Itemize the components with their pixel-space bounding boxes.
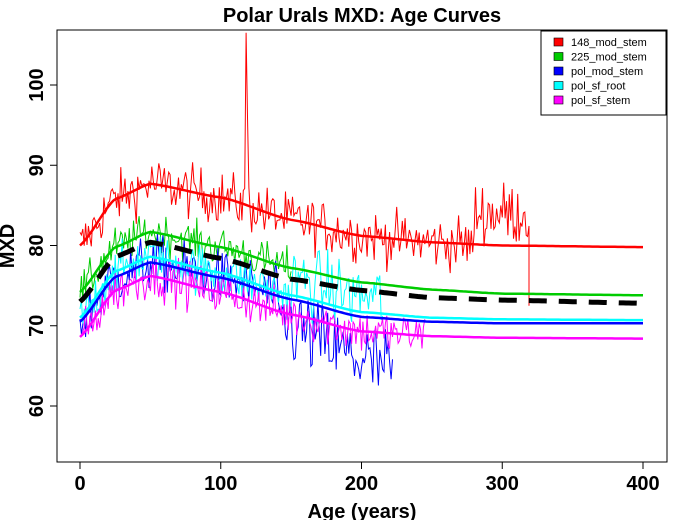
x-tick-label: 300 [486, 473, 519, 495]
legend-swatch [553, 52, 564, 61]
legend: 148_mod_stem 225_mod_stem pol_mod_stem pol_… [540, 30, 667, 116]
raw-series-148_mod_stem [79, 32, 530, 306]
curve-pol_sf_stem-curve [79, 274, 643, 340]
legend-label: 225_mod_stem [571, 52, 647, 64]
y-tick-label: 60 [26, 395, 48, 417]
legend-swatch [553, 66, 564, 76]
curve-pol_mod_stem-curve [79, 261, 643, 325]
x-axis-label: Age (years) [308, 501, 417, 520]
curve-225_mod_stem-curve [79, 230, 644, 297]
y-axis-label: MXD [0, 224, 19, 268]
x-axis: 0 100 200 300 400 [74, 462, 660, 495]
x-tick-label: 0 [74, 473, 85, 495]
raw-series-layer [79, 32, 530, 386]
legend-label: pol_sf_root [571, 81, 625, 93]
raw-series-pol_sf_stem [79, 257, 426, 351]
curve-pol_sf_root-curve [79, 255, 643, 322]
legend-swatch [553, 37, 564, 47]
curve-mean-curve [78, 239, 644, 306]
curve-series-layer [78, 182, 644, 340]
raw-series-225_mod_stem [79, 216, 292, 302]
legend-label: pol_sf_stem [571, 95, 630, 107]
y-tick-label: 90 [26, 154, 48, 176]
x-tick-label: 400 [626, 473, 659, 495]
x-tick-label: 200 [345, 473, 378, 495]
x-tick-label: 100 [204, 473, 237, 495]
y-tick-label: 100 [26, 68, 48, 101]
y-tick-label: 70 [26, 315, 48, 337]
legend-label: pol_mod_stem [571, 66, 643, 78]
y-axis: 60 70 80 90 100 [26, 68, 57, 417]
curve-148_mod_stem-curve [79, 182, 643, 249]
legend-swatch [553, 95, 564, 105]
chart-title: Polar Urals MXD: Age Curves [223, 5, 501, 27]
y-tick-label: 80 [26, 234, 48, 256]
legend-swatch [553, 81, 564, 90]
legend-label: 148_mod_stem [571, 37, 647, 49]
